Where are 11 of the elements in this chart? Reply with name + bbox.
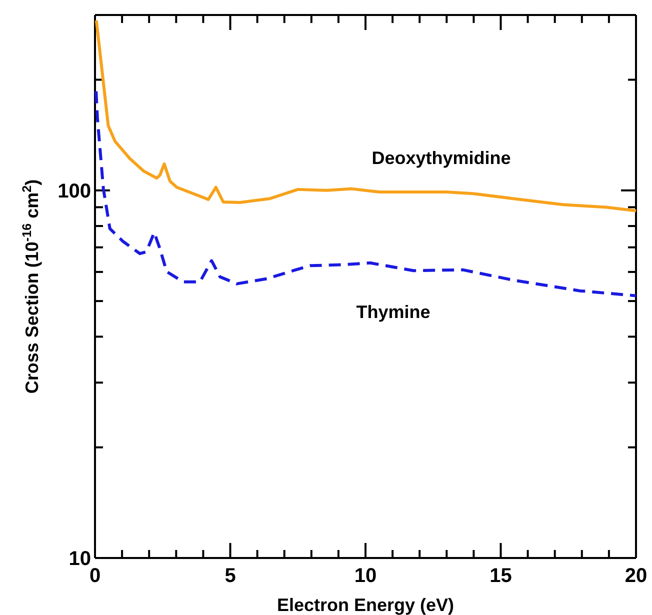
series-label: Thymine [356, 302, 430, 322]
x-tick-label: 5 [224, 565, 236, 587]
x-tick-label: 20 [624, 565, 648, 587]
line-series [94, 90, 638, 298]
x-tick-label: 10 [354, 565, 377, 587]
line-series [94, 18, 638, 212]
series-label: Deoxythymidine [372, 148, 511, 168]
x-axis-title: Electron Energy (eV) [276, 595, 454, 615]
y-tick-label: 100 [58, 180, 91, 202]
x-tick-label: 0 [89, 565, 101, 587]
x-tick-label: 15 [490, 565, 512, 587]
